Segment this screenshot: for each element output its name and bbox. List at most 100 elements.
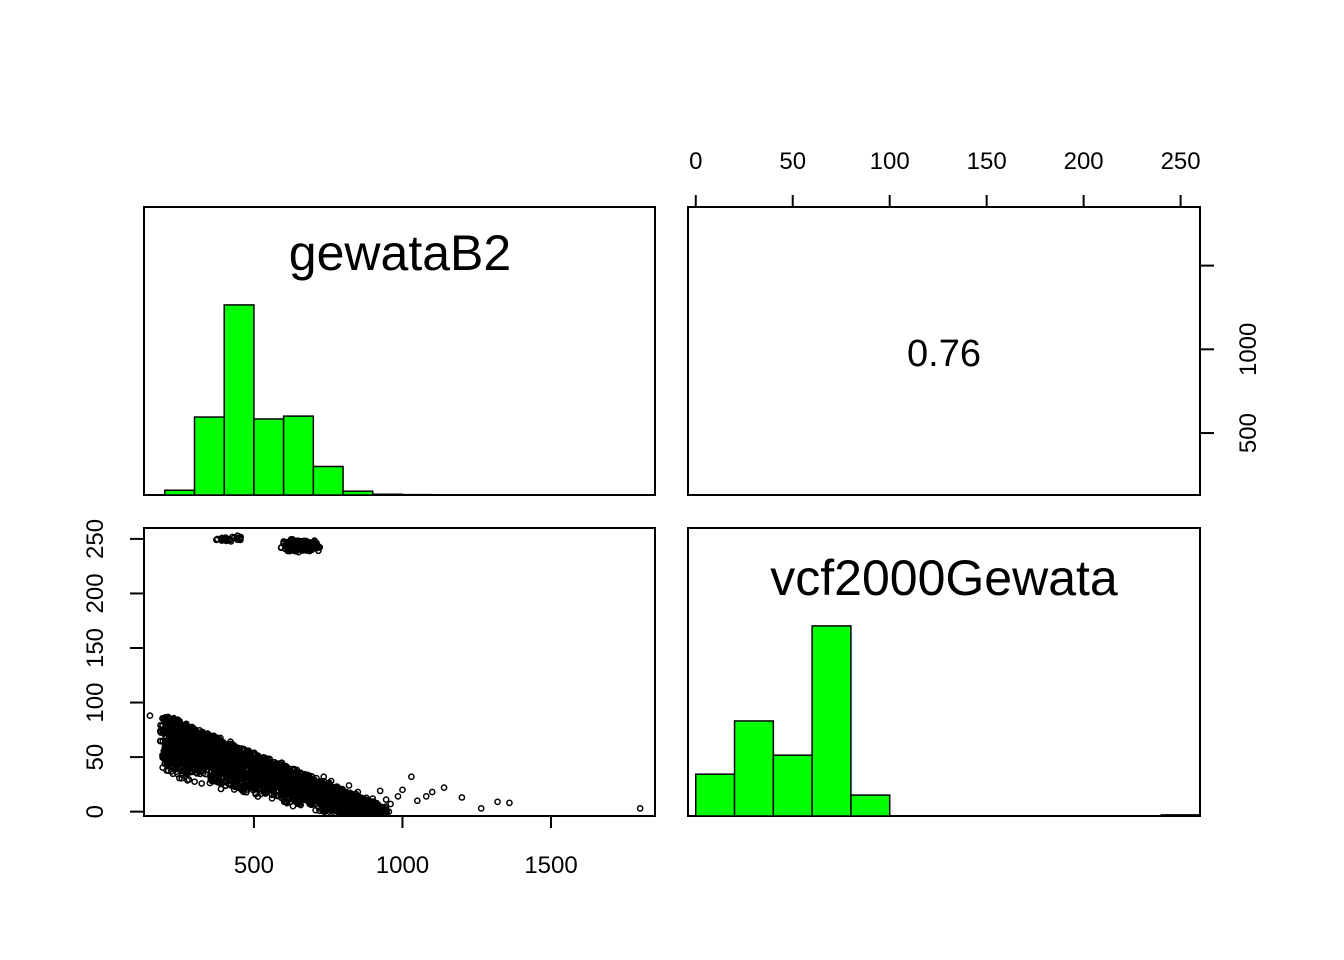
scatter-point-2590: [242, 779, 250, 786]
scatter-point-2265: [373, 802, 381, 809]
scatter-point-2902: [354, 788, 362, 796]
scatter-point-2891: [428, 788, 436, 796]
scatter-point-2473: [174, 753, 182, 761]
scatter-point-2574: [183, 722, 190, 730]
scatter-point-2429: [171, 749, 179, 757]
scatter-point-2527: [242, 783, 249, 791]
scatter-point-2598: [236, 776, 243, 784]
scatter-point-2309: [385, 808, 393, 815]
scatter-point-2558: [230, 755, 238, 763]
scatter-point-2069: [289, 802, 297, 810]
scatter-point-2529: [184, 777, 191, 784]
axis-top-tick-label-3: 150: [967, 148, 1007, 175]
scatter-point-2279: [314, 786, 321, 794]
scatter-point-2851: [313, 539, 320, 547]
scatter-point-2513: [238, 745, 246, 753]
scatter-point-2584: [224, 757, 232, 765]
scatter-point-2540: [164, 750, 172, 758]
scatter-point-2559: [183, 770, 191, 778]
scatter-point-2886: [506, 799, 513, 807]
axis-right-tick-label-1: 1000: [1235, 323, 1262, 376]
histogram-vcf2000Gewata-bar-2: [772, 754, 813, 817]
scatter-point-2858: [313, 542, 321, 550]
scatter-point-2545: [203, 757, 211, 764]
scatter-point-2476: [294, 781, 302, 789]
scatter-point-2888: [477, 805, 485, 812]
scatter-point-2885: [636, 805, 644, 812]
scatter-point-2495: [200, 763, 208, 770]
scatter-point-1578: [165, 767, 172, 775]
scatter-point-2556: [192, 760, 200, 767]
scatter-point-2533: [308, 799, 315, 807]
scatter-point-2555: [300, 791, 308, 798]
histogram-vcf2000Gewata-bar-1: [733, 720, 775, 817]
scatter-point-2560: [294, 773, 302, 781]
scatter-point-2588: [185, 742, 192, 750]
axis-left-tick-label-0: 0: [82, 805, 109, 818]
scatter-point-2859: [293, 543, 301, 550]
scatter-point-2892: [422, 793, 430, 800]
scatter-point-2544: [190, 725, 198, 733]
scatter-point-2493: [257, 787, 264, 794]
axis-left-tick-label-3: 150: [82, 628, 109, 668]
scatter-point-2423: [200, 731, 208, 739]
scatter-point-2591: [214, 772, 222, 779]
scatter-point-2906: [327, 777, 335, 785]
histogram-gewataB2-bar-3: [253, 418, 285, 496]
scatter-point-2593: [316, 778, 324, 786]
scatter-point-1731: [254, 793, 262, 800]
scatter-point-2855: [290, 542, 298, 549]
histogram-vcf2000Gewata: [695, 625, 1201, 817]
scatter-point-2587: [161, 717, 168, 725]
histogram-gewataB2-bar-5: [312, 465, 344, 496]
scatter-point-2553: [322, 806, 329, 814]
scatter-point-2386: [173, 725, 180, 733]
scatter-point-2909: [146, 712, 154, 719]
axis-top-tick-label-0: 0: [689, 148, 702, 175]
axis-top-tick-label-2: 100: [870, 148, 910, 175]
scatter-point-2212: [222, 782, 229, 789]
scatter-point-98: [191, 778, 198, 786]
scatter-point-2581: [273, 783, 281, 791]
scatter-point-2563: [209, 763, 217, 770]
scatter-point-2543: [218, 766, 225, 774]
scatter-point-2848: [281, 545, 289, 553]
axis-bottom-tick-label-2: 1500: [524, 852, 577, 879]
scatter-point-2516: [252, 773, 259, 781]
scatter-point-2565: [163, 739, 170, 747]
histogram-vcf2000Gewata-bar-12: [1160, 814, 1201, 817]
scatter-point-2459: [280, 777, 288, 785]
scatter-point-2522: [232, 747, 240, 755]
scatter-point-2890: [440, 784, 448, 791]
scatter-point-2356: [157, 728, 165, 736]
scatter-point-2299: [379, 808, 386, 815]
scatter-point-2398: [178, 764, 186, 772]
axis-left-tick-label-5: 250: [82, 519, 109, 559]
scatter-point-2898: [382, 796, 390, 803]
scatter-point-2349: [184, 762, 192, 770]
scatter-point-2903: [345, 782, 353, 789]
scatter-point-2537: [176, 717, 183, 725]
histogram-gewataB2-bar-7: [372, 493, 404, 496]
histogram-vcf2000Gewata-bar-3: [811, 625, 852, 817]
scatter-point-2901: [363, 802, 371, 810]
axis-right-tick-label-0: 500: [1235, 413, 1262, 453]
scatter-point-2567: [370, 808, 378, 815]
scatter-point-2498: [321, 785, 328, 793]
scatter-point-2330: [218, 778, 226, 785]
histogram-gewataB2-bar-0: [164, 489, 196, 496]
scatter-point-2474: [168, 731, 176, 739]
scatter-point-2585: [282, 762, 290, 770]
scatter-point-2042: [156, 737, 164, 745]
scatter-point-2432: [259, 767, 267, 774]
scatter-point-2315: [230, 774, 238, 782]
histogram-gewataB2: [164, 304, 641, 496]
scatter-point-2500: [187, 750, 195, 758]
axis-right-gewataB2: 500 1000: [1199, 264, 1262, 453]
scatter-point-2534: [268, 780, 276, 788]
scatter-point-2470: [161, 745, 169, 753]
scatter-point-2572: [315, 796, 322, 804]
histogram-gewataB2-bar-2: [223, 304, 255, 496]
scatter-point-2569: [217, 785, 225, 793]
scatter-point-2880: [233, 534, 240, 542]
